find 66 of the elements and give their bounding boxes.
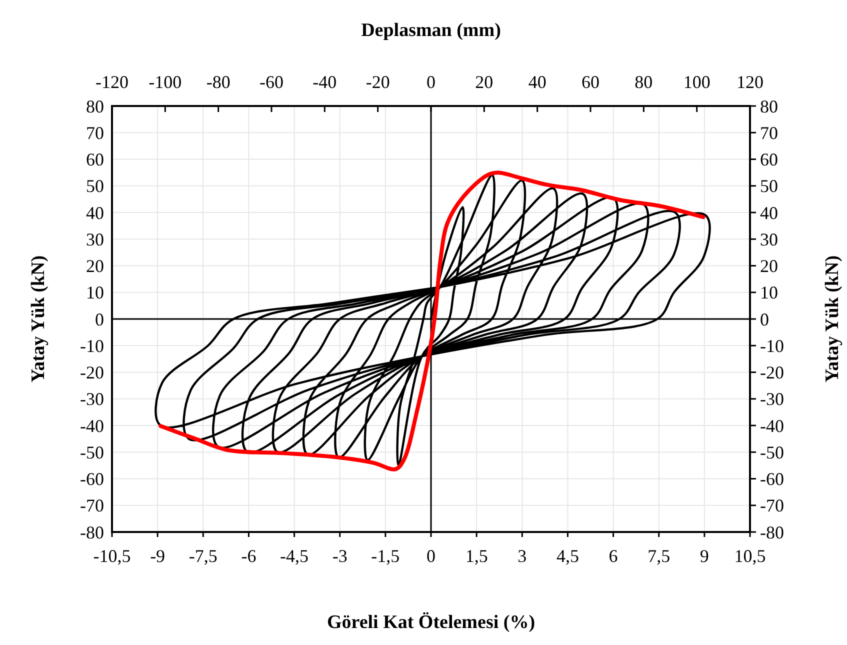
y2-tick-label: 60	[760, 150, 778, 170]
x-tick-label: -9	[150, 546, 166, 566]
y2-tick-label: 20	[760, 256, 778, 276]
x2-tick-label: 0	[426, 72, 436, 92]
x-tick-label: -10,5	[93, 546, 131, 566]
x-tick-label: 3	[518, 546, 527, 566]
y2-tick-label: 70	[760, 122, 778, 143]
y-tick-label: -40	[80, 416, 104, 436]
x-tick-label: -4,5	[280, 546, 309, 566]
x2-tick-label: -80	[206, 72, 230, 92]
y-tick-label: 70	[86, 122, 104, 143]
x-tick-label: 10,5	[734, 546, 766, 566]
y-tick-label: 60	[86, 150, 104, 170]
y-tick-label: -80	[80, 522, 104, 542]
y2-tick-label: 30	[760, 229, 778, 250]
x-tick-label: 6	[608, 546, 618, 566]
x2-tick-label: -60	[260, 72, 284, 92]
x2-tick-label: -20	[366, 72, 390, 92]
y-tick-label: -20	[80, 362, 104, 383]
y-tick-label: -30	[80, 389, 104, 410]
x-tick-label: -1,5	[371, 546, 400, 566]
x-tick-label: 7,5	[648, 546, 670, 566]
y-tick-label: -10	[80, 336, 104, 356]
x-tick-label: 1,5	[465, 546, 488, 566]
x-tick-label: -7,5	[188, 546, 218, 566]
y2-tick-label: 10	[760, 282, 778, 303]
x2-tick-label: -100	[148, 72, 182, 92]
x2-axis-title: Deplasman (mm)	[361, 20, 501, 41]
y2-tick-label: -10	[760, 336, 784, 356]
y-tick-label: 30	[86, 229, 104, 250]
x2-tick-label: 80	[634, 72, 653, 92]
y-tick-label: 50	[86, 176, 104, 196]
x-tick-label: 0	[426, 546, 436, 566]
y2-tick-label: -30	[760, 389, 784, 410]
x2-tick-label: 20	[475, 72, 494, 92]
y2-tick-label: -80	[760, 522, 784, 542]
x-tick-label: -6	[241, 546, 256, 566]
x-tick-label: -3	[332, 546, 348, 566]
y2-axis-title: Yatay Yük (kN)	[822, 255, 843, 383]
x-axis-title: Göreli Kat Ötelemesi (%)	[326, 612, 536, 633]
x2-tick-label: -120	[96, 72, 128, 92]
x2-tick-label: 120	[736, 72, 764, 92]
y-tick-label: 10	[86, 282, 104, 303]
y-axis-title: Yatay Yük (kN)	[28, 255, 49, 383]
y2-tick-label: -60	[760, 469, 784, 490]
y2-tick-label: -20	[760, 362, 784, 383]
x-tick-label: 4,5	[556, 546, 579, 566]
y2-tick-label: 0	[760, 309, 769, 330]
x2-tick-label: 100	[683, 72, 710, 92]
y2-tick-label: -50	[760, 442, 784, 462]
y2-tick-label: -40	[760, 416, 784, 436]
y-tick-label: 80	[86, 96, 104, 116]
x2-tick-label: -40	[312, 72, 337, 92]
y2-tick-label: 40	[760, 202, 778, 223]
y-tick-label: -70	[80, 496, 104, 516]
y-tick-label: 40	[86, 202, 104, 223]
y-tick-label: 20	[86, 256, 104, 276]
y2-tick-label: 50	[760, 176, 778, 196]
y-tick-label: 0	[95, 309, 104, 330]
y2-tick-label: 80	[760, 96, 778, 116]
y-tick-label: -60	[80, 469, 104, 490]
x-tick-label: 9	[700, 546, 709, 566]
x2-tick-label: 60	[582, 72, 600, 92]
x2-tick-label: 40	[528, 72, 546, 92]
y-tick-label: -50	[80, 442, 104, 462]
y2-tick-label: -70	[760, 496, 784, 516]
